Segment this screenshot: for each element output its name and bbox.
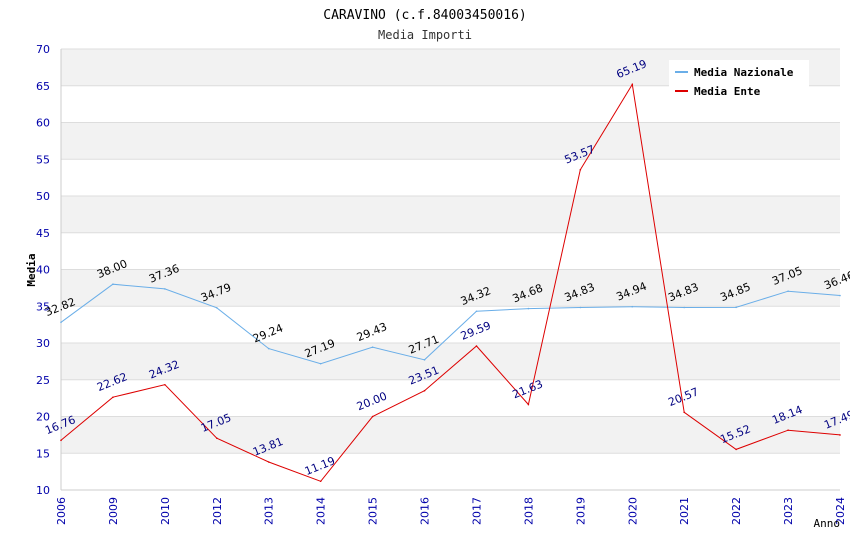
data-point [579, 306, 582, 309]
x-tick-label: 2015 [367, 497, 380, 525]
data-point [579, 168, 582, 171]
data-point [683, 306, 685, 309]
data-point [787, 290, 789, 292]
x-tick-label: 2021 [678, 497, 691, 525]
legend: Media Nazionale Media Ente [669, 60, 809, 100]
x-axis-ticks: 2006 2009 2010 2012 2013 2014 2015 2016 2017 2018… [55, 497, 847, 525]
data-point [267, 461, 270, 463]
data-label: 29.43 [355, 320, 389, 344]
data-label: 11.19 [303, 454, 337, 478]
legend-label: Media Nazionale [694, 66, 794, 79]
grid-band [61, 416, 840, 454]
grid-lines [60, 48, 840, 491]
grid-band [61, 122, 840, 160]
data-point [267, 347, 270, 350]
x-tick-label: 2014 [315, 497, 328, 525]
data-point [371, 346, 374, 348]
grid-band [61, 269, 840, 307]
y-tick-label: 15 [36, 447, 50, 460]
legend-box [669, 60, 809, 100]
x-tick-label: 2023 [782, 497, 795, 525]
data-point [60, 439, 62, 442]
x-tick-label: 2006 [55, 497, 68, 525]
legend-label: Media Ente [694, 85, 761, 98]
y-tick-label: 40 [36, 264, 50, 277]
data-point [475, 345, 478, 347]
y-tick-label: 25 [36, 374, 50, 387]
x-tick-label: 2010 [159, 497, 172, 525]
data-point [216, 306, 218, 309]
y-tick-label: 45 [36, 227, 50, 240]
grid-band [61, 196, 840, 233]
data-point [787, 429, 789, 431]
x-axis-label: Anno [814, 517, 841, 530]
chart-subtitle: Media Importi [378, 28, 472, 42]
y-axis-label: Media [25, 253, 38, 286]
y-tick-label: 60 [36, 117, 50, 130]
x-tick-label: 2009 [107, 497, 120, 525]
y-tick-label: 35 [36, 300, 50, 313]
data-point [60, 321, 62, 324]
x-tick-label: 2019 [574, 497, 587, 525]
grid-bands [61, 49, 840, 454]
data-point [683, 411, 685, 414]
data-point [475, 310, 478, 313]
data-point [839, 294, 841, 297]
x-tick-label: 2013 [263, 497, 276, 525]
data-point [423, 389, 426, 392]
data-point [527, 403, 530, 406]
y-axis-ticks: 10 15 20 25 30 35 40 45 50 55 60 65 70 [36, 43, 50, 497]
x-tick-label: 2024 [834, 497, 847, 525]
data-point [839, 434, 841, 436]
data-label: 29.24 [251, 322, 285, 346]
y-tick-label: 65 [36, 80, 50, 93]
data-point [112, 396, 114, 399]
series-group [60, 82, 841, 483]
data-label: 32.82 [43, 295, 77, 319]
data-label: 21.63 [511, 377, 545, 401]
data-point [164, 383, 166, 386]
data-point [371, 415, 374, 418]
x-tick-label: 2012 [211, 497, 224, 525]
y-tick-label: 30 [36, 337, 50, 350]
x-tick-label: 2018 [522, 497, 535, 525]
series-line-media-nazionale [60, 283, 841, 365]
data-point [164, 288, 166, 290]
x-tick-label: 2022 [730, 497, 743, 525]
x-tick-label: 2020 [626, 497, 639, 525]
y-tick-label: 50 [36, 190, 50, 203]
x-tick-label: 2016 [419, 497, 432, 525]
series-line-media-ente [60, 82, 841, 482]
data-point [735, 306, 737, 309]
y-tick-label: 20 [36, 411, 50, 424]
data-point [735, 448, 737, 451]
y-tick-label: 70 [36, 43, 50, 56]
data-point [112, 283, 114, 286]
data-label: 20.00 [355, 389, 389, 413]
grid-band [61, 343, 840, 380]
data-point [527, 307, 530, 310]
y-tick-label: 55 [36, 153, 50, 166]
data-point [319, 362, 322, 365]
data-point [423, 359, 426, 361]
data-point [216, 437, 218, 439]
data-point [631, 83, 634, 86]
x-tick-label: 2017 [470, 497, 483, 525]
data-point [631, 305, 634, 308]
data-point [319, 480, 322, 483]
y-tick-label: 10 [36, 484, 50, 497]
chart-title: CARAVINO (c.f.84003450016) [323, 8, 527, 23]
